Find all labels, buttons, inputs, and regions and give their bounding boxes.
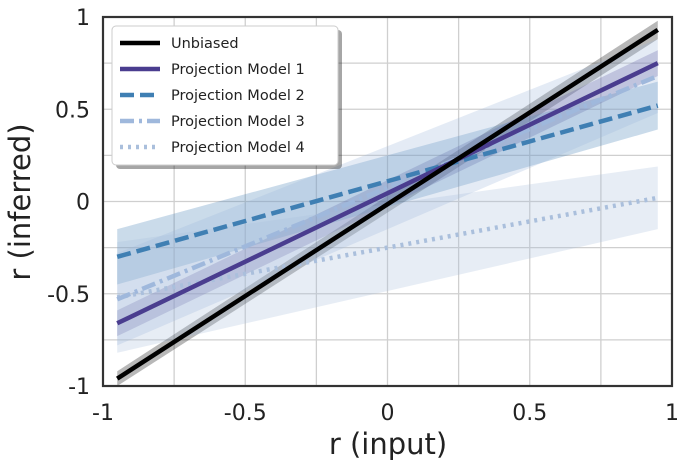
y-tick-label: 0.5 — [55, 98, 90, 123]
series-line — [116, 28, 659, 381]
legend-label: Projection Model 1 — [171, 62, 305, 78]
x-tick-label: -1 — [92, 401, 114, 426]
x-tick-label: 0 — [381, 401, 395, 426]
confidence-band — [117, 166, 658, 353]
series-line — [116, 73, 659, 302]
plot-frame — [101, 15, 674, 388]
legend: Unbiased Projection Model 1 Projection Mod… — [111, 25, 342, 169]
legend-box — [111, 25, 339, 166]
y-tick-label: 0 — [76, 191, 90, 216]
x-tick-label: 0.5 — [512, 401, 547, 426]
series-line — [116, 103, 659, 260]
legend-label: Unbiased — [171, 36, 239, 52]
x-tick-labels: -1 -0.5 0 0.5 1 — [92, 401, 679, 426]
y-tick-label: -1 — [68, 375, 90, 400]
x-tick-label: 1 — [665, 401, 679, 426]
y-axis-title: r (inferred) — [3, 123, 37, 280]
x-tick-label: -0.5 — [224, 401, 267, 426]
y-tick-label: -0.5 — [47, 283, 90, 308]
series-line — [116, 61, 659, 326]
legend-label: Projection Model 2 — [171, 88, 305, 104]
series-lines — [116, 28, 659, 381]
series-line — [116, 195, 659, 300]
y-tick-labels: -1 -0.5 0 0.5 1 — [47, 6, 90, 400]
x-axis-title: r (input) — [329, 427, 447, 461]
legend-label: Projection Model 3 — [171, 114, 305, 130]
y-tick-label: 1 — [76, 6, 90, 31]
legend-label: Projection Model 4 — [171, 140, 305, 156]
